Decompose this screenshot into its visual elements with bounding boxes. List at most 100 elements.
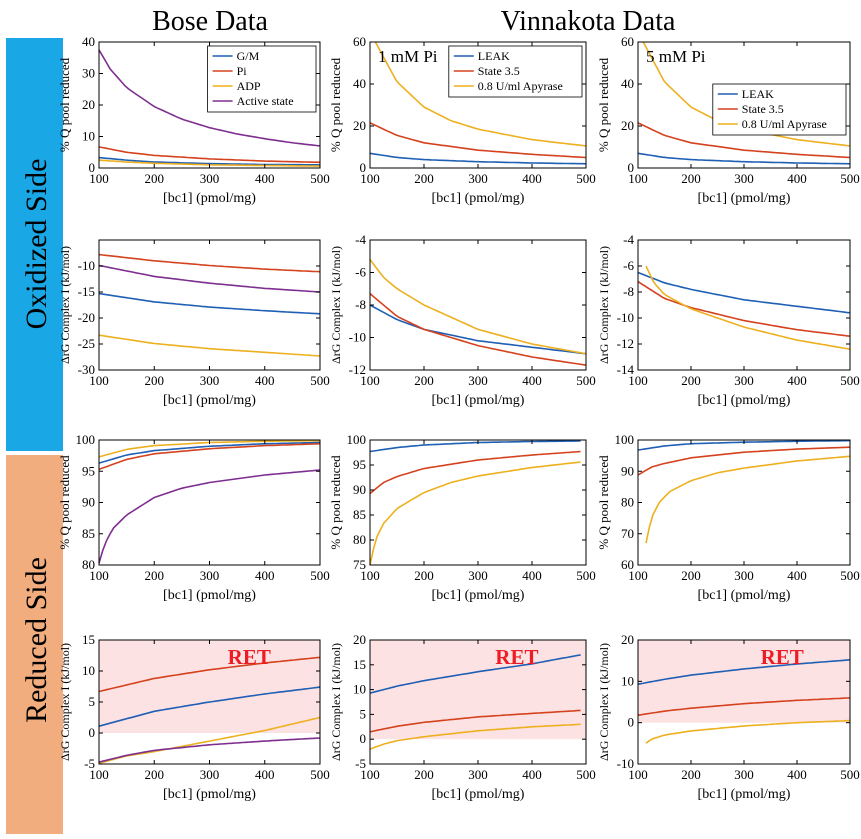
- x-tick-label: 400: [255, 568, 275, 583]
- series-line-2: [374, 41, 587, 147]
- series-line-0: [369, 654, 581, 694]
- series-line-0: [369, 152, 587, 165]
- y-tick-label: -12: [617, 336, 634, 351]
- y-tick-label: 100: [347, 432, 367, 447]
- legend-entry: LEAK: [478, 49, 510, 63]
- x-tick-label: 500: [310, 568, 330, 583]
- y-tick-label: -10: [617, 310, 634, 325]
- legend-entry: G/M: [237, 49, 260, 63]
- series-line-2: [98, 264, 321, 293]
- y-tick-label: 0: [360, 731, 367, 746]
- y-tick-label: 90: [82, 495, 95, 510]
- y-axis-label: ΔrG Complex I (kJ/mol): [329, 643, 343, 761]
- y-tick-label: -12: [349, 362, 366, 377]
- y-axis-label: % Q pool reduced: [57, 455, 72, 550]
- y-axis-label: % Q pool reduced: [328, 57, 343, 152]
- panel-p10: 100 200 300 400 500 -30 -25 -20 -15 -10 [bc1] (pmo…: [58, 239, 330, 408]
- x-tick-label: 300: [734, 171, 754, 186]
- series-line-0: [637, 659, 851, 685]
- x-tick-label: 100: [89, 373, 109, 388]
- x-tick-label: 300: [734, 767, 754, 782]
- x-tick-label: 400: [255, 767, 275, 782]
- y-tick-label: 100: [76, 432, 96, 447]
- x-axis-label: [bc1] (pmol/mg): [698, 787, 791, 802]
- series-line-2: [369, 461, 581, 566]
- x-tick-label: 200: [414, 373, 434, 388]
- y-tick-label: -30: [78, 362, 95, 377]
- y-tick-label: -5: [84, 756, 95, 771]
- series-line-3: [98, 334, 321, 357]
- x-tick-label: 500: [310, 373, 330, 388]
- y-tick-label: -15: [78, 284, 95, 299]
- y-tick-label: -25: [78, 336, 95, 351]
- y-tick-label: 0: [89, 725, 96, 740]
- x-tick-label: 100: [628, 568, 648, 583]
- panel-p02: 100 200 300 400 500 0 20 40 60 [bc1] (pmol/mg) % Q…: [596, 34, 860, 206]
- x-axis-label: [bc1] (pmol/mg): [163, 191, 256, 206]
- panel-p22: 100 200 300 400 500 60 70 80 90 100 [bc1] (pmol/mg…: [596, 432, 860, 603]
- y-tick-label: -6: [623, 258, 634, 273]
- x-tick-label: 400: [787, 767, 807, 782]
- x-tick-label: 300: [468, 171, 488, 186]
- series-line-3: [98, 469, 321, 564]
- y-tick-label: 10: [82, 663, 95, 678]
- x-tick-label: 500: [840, 767, 860, 782]
- series-line-1: [637, 697, 851, 716]
- series-line-1: [369, 292, 587, 366]
- panel-p20: 100 200 300 400 500 80 85 90 95 100 [bc1] (pmol/mg…: [57, 432, 330, 603]
- x-tick-label: 400: [787, 373, 807, 388]
- y-tick-label: 20: [621, 632, 634, 647]
- series-line-1: [637, 122, 851, 159]
- panel-p21: 100 200 300 400 500 75 80 85 90 95 100 [bc1] (pmol/…: [328, 432, 596, 603]
- y-tick-label: 60: [353, 34, 366, 49]
- series-line-0: [98, 441, 321, 464]
- y-tick-label: 0: [360, 160, 367, 175]
- legend-entry: State 3.5: [478, 64, 520, 78]
- y-axis-label: ΔrG Complex I (kJ/mol): [329, 246, 343, 364]
- x-tick-label: 300: [468, 767, 488, 782]
- y-tick-label: 0: [628, 715, 635, 730]
- y-tick-label: 95: [82, 463, 95, 478]
- x-axis-label: [bc1] (pmol/mg): [698, 393, 791, 408]
- x-axis-label: [bc1] (pmol/mg): [432, 191, 525, 206]
- y-tick-label: -10: [78, 258, 95, 273]
- x-axis-label: [bc1] (pmol/mg): [432, 588, 525, 603]
- x-tick-label: 300: [734, 373, 754, 388]
- panel-p01: 100 200 300 400 500 0 20 40 60 [bc1] (pmol/mg) % Q…: [328, 34, 596, 206]
- ret-label: RET: [761, 645, 804, 669]
- legend-entry: Pi: [237, 64, 248, 78]
- x-tick-label: 400: [255, 171, 275, 186]
- x-tick-label: 300: [734, 568, 754, 583]
- x-tick-label: 100: [628, 373, 648, 388]
- y-tick-label: 40: [82, 34, 95, 49]
- legend-entry: LEAK: [742, 87, 774, 101]
- x-tick-label: 500: [576, 568, 596, 583]
- y-axis-label: ΔrG Complex I (kJ/mol): [597, 643, 611, 761]
- y-tick-label: 70: [621, 526, 634, 541]
- series-line-1: [369, 122, 587, 159]
- legend-entry: Active state: [237, 94, 294, 108]
- x-tick-label: 100: [360, 568, 380, 583]
- y-tick-label: 40: [353, 76, 366, 91]
- panel-p11: 100 200 300 400 500 -12 -10 -8 -6 -4 [bc1] (pmol/m…: [329, 232, 596, 408]
- x-tick-label: 100: [360, 373, 380, 388]
- x-tick-label: 200: [414, 171, 434, 186]
- legend-entry: 0.8 U/ml Apyrase: [478, 79, 563, 93]
- header-bose: Bose Data: [152, 6, 268, 37]
- x-tick-label: 300: [468, 568, 488, 583]
- y-tick-label: 100: [615, 432, 635, 447]
- x-tick-label: 400: [787, 568, 807, 583]
- series-line-0: [369, 304, 587, 355]
- y-tick-label: 30: [82, 66, 95, 81]
- condition-label: 5 mM Pi: [646, 47, 706, 66]
- series-line-1: [98, 442, 321, 471]
- x-tick-label: 400: [522, 568, 542, 583]
- x-axis-label: [bc1] (pmol/mg): [698, 588, 791, 603]
- series-line-0: [637, 152, 851, 165]
- x-tick-label: 100: [628, 767, 648, 782]
- x-tick-label: 400: [255, 373, 275, 388]
- x-axis-label: [bc1] (pmol/mg): [432, 787, 525, 802]
